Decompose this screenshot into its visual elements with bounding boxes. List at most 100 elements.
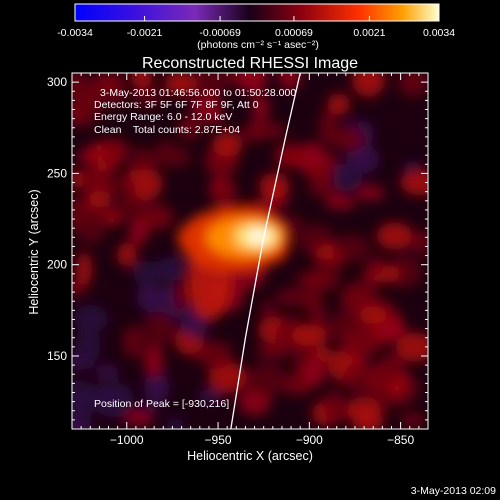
heatmap-blob bbox=[327, 93, 351, 116]
heatmap-blob bbox=[164, 73, 198, 96]
heatmap-blob bbox=[166, 417, 185, 429]
heatmap-blob bbox=[303, 358, 327, 387]
heatmap-blob bbox=[100, 382, 134, 417]
heatmap-blob bbox=[72, 73, 91, 106]
heatmap-blob bbox=[197, 73, 230, 98]
heatmap-blob bbox=[358, 306, 388, 324]
colorbar-tick-label: -0.00069 bbox=[199, 27, 241, 39]
colorbar-tick-label: 0.00069 bbox=[275, 27, 313, 39]
heatmap-blob bbox=[197, 389, 223, 403]
heatmap-blob bbox=[108, 179, 137, 197]
heatmap-blob bbox=[351, 73, 386, 97]
heatmap-blob bbox=[159, 145, 192, 169]
heatmap-blob bbox=[75, 251, 93, 287]
heatmap-blob bbox=[117, 242, 137, 267]
heatmap-blob bbox=[211, 178, 228, 192]
heatmap-blob bbox=[143, 311, 176, 345]
heatmap-blob bbox=[76, 149, 98, 162]
heatmap-blob bbox=[324, 388, 347, 424]
solar-limb-line bbox=[230, 73, 301, 429]
heatmap-blob bbox=[72, 109, 82, 124]
heatmap-blob bbox=[400, 413, 426, 428]
heatmap-blob bbox=[308, 164, 335, 184]
colorbar-ticks: -0.0034 -0.0021 -0.00069 0.00069 0.0021 0.003… bbox=[57, 16, 455, 39]
annotation-time-range: 3-May-2013 01:46:56.000 to 01:50:28.000 bbox=[100, 87, 296, 99]
heatmap-blob bbox=[74, 329, 101, 364]
colorbar bbox=[74, 3, 440, 22]
heatmap-blob bbox=[343, 363, 376, 394]
y-axis-label: Heliocentric Y (arcsec) bbox=[27, 189, 41, 314]
colorbar-tick-label: -0.0021 bbox=[127, 27, 163, 39]
footer-timestamp: 3-May-2013 02:09 bbox=[411, 485, 496, 497]
heatmap-blob bbox=[346, 144, 380, 174]
annotation-detectors: Detectors: 3F 5F 6F 7F 8F 9F, Att 0 bbox=[94, 99, 259, 111]
heatmap-blob bbox=[324, 195, 357, 210]
heatmap-blob bbox=[377, 321, 407, 340]
heatmap-blob bbox=[133, 260, 159, 286]
colorbar-tick-label: 0.0034 bbox=[423, 27, 455, 39]
heatmap-blob bbox=[92, 73, 123, 98]
heatmap-blob bbox=[131, 85, 163, 109]
heatmap-blob bbox=[128, 218, 149, 246]
heatmap-blob bbox=[410, 230, 428, 255]
heatmap-blob bbox=[87, 171, 113, 191]
heatmap-blob bbox=[144, 370, 170, 404]
heatmap-blob bbox=[178, 116, 202, 139]
heatmap-blob bbox=[294, 272, 334, 286]
heatmap-blob bbox=[400, 169, 428, 196]
heatmap-blob bbox=[95, 364, 120, 380]
colorbar-units: (photons cm⁻² s⁻¹ asec⁻²) bbox=[197, 39, 319, 51]
heatmap-blob bbox=[372, 366, 398, 387]
heatmap-blob bbox=[144, 343, 164, 378]
heatmap-blob bbox=[264, 123, 286, 138]
x-tick-label: −1000 bbox=[110, 433, 144, 447]
x-axis: −1000 −950 −900 −850 bbox=[80, 73, 429, 447]
x-tick-label: −950 bbox=[205, 433, 232, 447]
heatmap-blob bbox=[173, 279, 190, 312]
heatmap-blob bbox=[122, 325, 145, 359]
heatmap-blob bbox=[88, 190, 113, 208]
heatmap-blob bbox=[111, 200, 138, 220]
y-tick-label: 200 bbox=[47, 258, 67, 272]
annotation-clean-counts: Clean Total counts: 2.87E+04 bbox=[94, 124, 240, 136]
heatmap-blob bbox=[190, 94, 222, 117]
y-tick-label: 250 bbox=[47, 166, 67, 180]
heatmap-blob bbox=[396, 332, 428, 362]
heatmap-blob bbox=[248, 362, 286, 397]
colorbar-tick-label: 0.0021 bbox=[353, 27, 385, 39]
x-axis-label: Heliocentric X (arcsec) bbox=[187, 449, 313, 463]
heatmap-blob bbox=[259, 300, 278, 317]
chart-title: Reconstructed RHESSI Image bbox=[142, 55, 358, 72]
colorbar-tick-label: -0.0034 bbox=[57, 27, 93, 39]
heatmap-blob bbox=[129, 147, 156, 171]
heatmap-blob bbox=[332, 126, 365, 153]
heatmap-blob bbox=[274, 288, 311, 306]
heatmap-blob bbox=[123, 410, 153, 426]
heatmap-blob bbox=[341, 329, 382, 359]
heatmap-blob bbox=[332, 234, 370, 263]
heatmap-blob bbox=[155, 256, 186, 279]
heatmap-blob bbox=[331, 166, 363, 192]
y-tick-label: 150 bbox=[47, 349, 67, 363]
heatmap-blob bbox=[252, 93, 269, 125]
heatmap-blob bbox=[255, 343, 293, 359]
heatmap-blob bbox=[73, 393, 93, 423]
x-tick-label: −850 bbox=[387, 433, 414, 447]
plot-frame bbox=[71, 72, 429, 430]
y-tick-label: 300 bbox=[47, 75, 67, 89]
heatmap-blob bbox=[200, 340, 232, 369]
y-axis: 150 200 250 300 bbox=[47, 72, 428, 421]
heatmap-blob bbox=[75, 217, 106, 245]
heatmap-blob bbox=[367, 254, 384, 275]
heatmap-peak bbox=[247, 229, 270, 244]
heatmap-blob bbox=[102, 138, 127, 166]
heatmap-blob bbox=[238, 73, 268, 94]
heatmap-blob bbox=[315, 347, 333, 362]
heatmap-blob bbox=[212, 131, 244, 158]
annotation-energy-range: Energy Range: 6.0 - 12.0 keV bbox=[94, 111, 232, 123]
heatmap-blob bbox=[355, 185, 385, 201]
heatmap-blob bbox=[388, 254, 423, 288]
heatmap-blob bbox=[346, 396, 381, 423]
heatmap-blob bbox=[242, 122, 269, 142]
